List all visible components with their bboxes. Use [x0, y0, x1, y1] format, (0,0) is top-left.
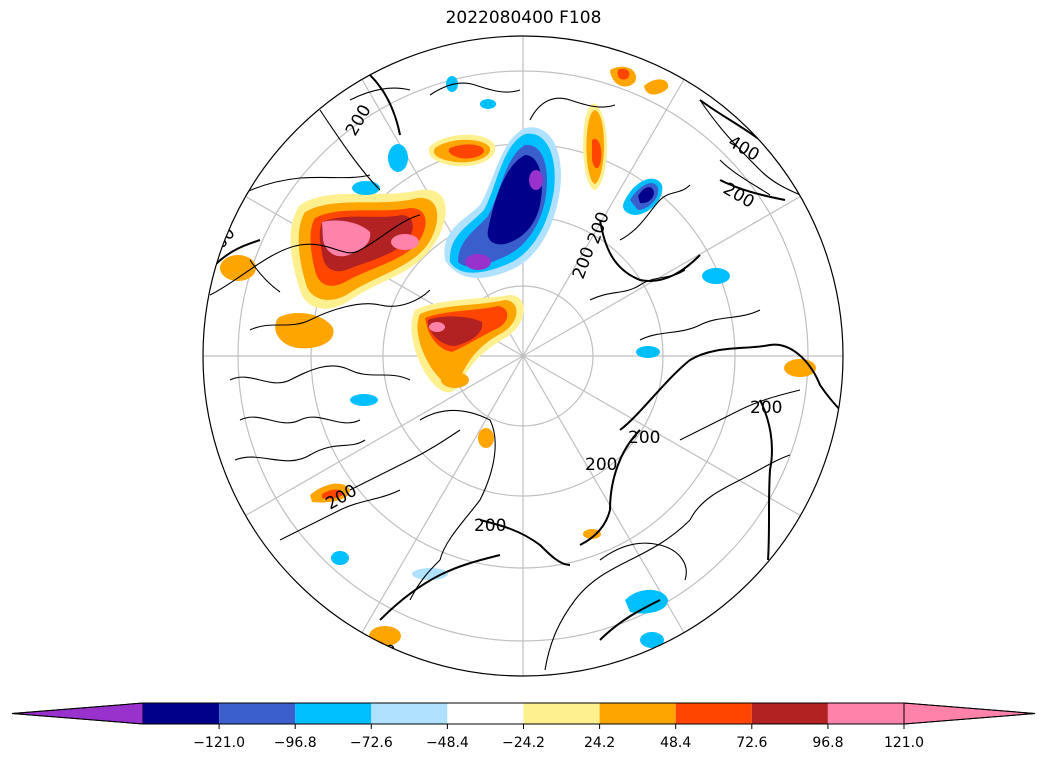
map-title: 2022080400 F108: [445, 8, 602, 28]
colorbar-tick-label: 96.8: [812, 735, 843, 751]
anomaly-fills: [220, 66, 816, 648]
colorbar-tick-label: −48.4: [426, 735, 469, 751]
colorbar-bin: [219, 703, 296, 724]
svg-text:200: 200: [474, 516, 506, 536]
svg-text:200: 200: [342, 101, 376, 139]
colorbar-tick-label: 121.0: [884, 735, 924, 751]
colorbar-tick-label: 72.6: [736, 735, 767, 751]
colorbar-bin: [295, 703, 372, 724]
height-contours: [214, 74, 843, 641]
map-boundary: [202, 35, 844, 677]
svg-text:200: 200: [750, 398, 782, 418]
svg-text:200: 200: [569, 244, 599, 281]
colorbar-tick-label: −72.6: [350, 735, 393, 751]
colorbar-bin: [827, 703, 904, 724]
svg-text:200: 200: [585, 455, 617, 475]
colorbar-tick-label: −24.2: [502, 735, 545, 751]
colorbar-tick-label: 48.4: [660, 735, 691, 751]
colorbar-tick-label: −121.0: [193, 735, 245, 751]
colorbar-over-extend: [903, 702, 1036, 725]
colorbar-bin: [143, 703, 220, 724]
colorbar-bin: [371, 703, 448, 724]
colorbar-tick-label: −96.8: [274, 735, 317, 751]
svg-text:200: 200: [628, 428, 660, 448]
svg-text:200: 200: [584, 209, 614, 246]
colorbar-bin: [599, 703, 676, 724]
colorbar: −121.0 −96.8 −72.6 −48.4 −24.2 24.2 48.4 72.6 96…: [11, 702, 1036, 751]
colorbar-bin: [447, 703, 524, 724]
colorbar-tick-label: 24.2: [584, 735, 615, 751]
colorbar-bin: [523, 703, 600, 724]
coastlines: [209, 82, 801, 671]
colorbar-bin: [675, 703, 752, 724]
colorbar-outline: [11, 702, 1036, 725]
colorbar-under-extend: [11, 702, 144, 725]
colorbar-bin: [751, 703, 828, 724]
